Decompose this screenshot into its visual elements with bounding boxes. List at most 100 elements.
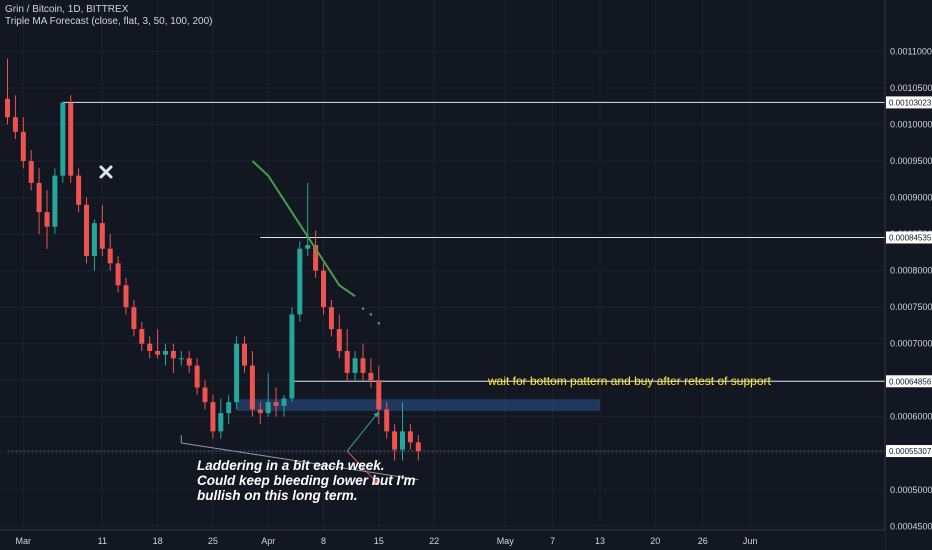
candle-body [186,358,192,366]
candle[interactable] [265,372,271,417]
candle[interactable] [202,380,208,410]
candle[interactable] [5,58,10,125]
price-axis[interactable]: 0.000450000.000500000.000550000.00060000… [884,0,932,550]
candle[interactable] [344,329,350,381]
candle-body [194,365,200,388]
candle[interactable] [407,424,413,450]
candle[interactable] [170,343,176,373]
scenario-arrow-line [346,411,380,452]
candle[interactable] [12,95,18,140]
candle-body [178,358,184,360]
candle[interactable] [52,168,58,235]
candle[interactable] [360,343,366,381]
candle[interactable] [44,190,50,249]
candle-body [20,131,26,162]
candle[interactable] [68,95,74,183]
candle[interactable] [368,358,374,388]
candle[interactable] [297,241,303,322]
candle[interactable] [352,350,358,381]
candle[interactable] [415,435,421,461]
candle[interactable] [84,197,89,264]
candle[interactable] [321,263,326,315]
candle[interactable] [36,168,42,235]
price-level-badge [886,231,932,244]
time-tick-label: 11 [98,536,107,546]
candle[interactable] [28,150,34,191]
candle[interactable] [123,277,129,315]
candle-body [328,307,334,330]
candle-body [12,117,18,132]
candle[interactable] [155,329,161,359]
price-level-badge [886,445,932,458]
candle[interactable] [163,343,168,366]
candle[interactable] [91,219,97,271]
long-term-note-line: Could keep bleeding lower but I'm [197,473,416,488]
candle-body [265,402,271,414]
candle[interactable] [376,365,382,425]
candle[interactable] [218,398,224,439]
candle[interactable] [281,394,287,417]
candle-body [123,285,129,308]
price-level-label: 0.00103023 [889,98,932,107]
time-tick-label: May [497,536,515,546]
candle[interactable] [178,350,184,366]
support-trendline [181,442,419,481]
candle-body [155,350,161,355]
time-axis[interactable]: Mar 11 18 25 Apr 8 15 22 May 7 13 20 26 Jun [0,529,885,550]
candle[interactable] [242,336,247,373]
candle[interactable] [234,336,240,410]
candle[interactable] [336,314,342,359]
candle[interactable] [139,321,145,351]
candle[interactable] [384,402,390,439]
candle-body [360,358,366,373]
candle[interactable] [210,394,216,439]
candle-body [344,350,350,373]
scenario-arrow-line [346,450,380,486]
candle-body [170,350,176,359]
candle[interactable] [76,168,82,213]
candle[interactable] [257,402,263,425]
candle[interactable] [147,336,153,359]
candle[interactable] [313,230,319,278]
long-term-note-line: bullish on this long term. [197,488,358,503]
candle-body [5,98,10,118]
candle[interactable] [131,299,137,337]
candle[interactable] [249,350,255,417]
candle[interactable] [226,394,232,425]
candle[interactable] [186,350,192,373]
long-term-note-line: Laddering in a bit each week. [197,458,385,473]
candle-body [368,372,374,381]
indicator-legend[interactable]: Triple MA Forecast (close, flat, 3, 50, … [5,16,213,27]
candle[interactable] [392,424,398,461]
chart-drawings [99,160,419,486]
candle[interactable] [400,402,405,461]
candlestick-series[interactable] [5,58,421,461]
candle[interactable] [20,117,26,169]
time-tick-label: 22 [429,536,439,546]
candle-body [210,402,216,432]
candle[interactable] [194,358,200,395]
candle[interactable] [289,307,295,403]
candle-body [257,409,263,414]
candle-body [147,343,153,351]
candle[interactable] [107,234,113,271]
candle-body [392,431,398,450]
candle[interactable] [60,102,66,183]
candle[interactable] [99,204,105,257]
candle[interactable] [115,256,121,293]
candle[interactable] [328,299,334,337]
symbol-legend[interactable]: Grin / Bitcoin, 1D, BITTREX [5,4,129,15]
candle-body [84,204,89,257]
candle[interactable] [273,387,279,417]
forecast-ma-dot [369,313,373,316]
x-marker-icon [99,165,113,179]
candle-body [321,270,326,308]
candle-body [163,350,168,355]
candle[interactable] [305,182,311,257]
